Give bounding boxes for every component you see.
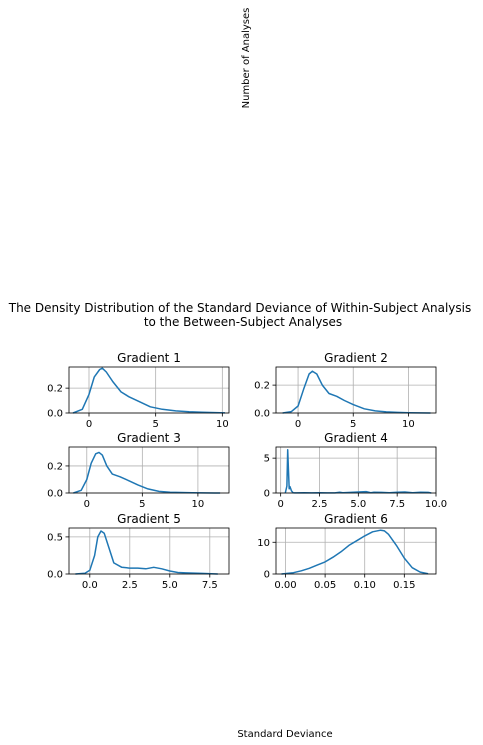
subplot-title: Gradient 3 bbox=[117, 431, 181, 445]
x-tick-label: 0.05 bbox=[314, 580, 336, 591]
subplot-gradient-6: 0.00 0.05 0.10 0.15 0 10 Gradient 6 bbox=[257, 512, 437, 591]
x-tick-label: 7.5 bbox=[389, 499, 405, 510]
subplot-gradient-4: 0 2.5 5.0 7.5 10.0 0 5 Gradient 4 bbox=[264, 431, 448, 510]
x-tick-label: 0.00 bbox=[274, 580, 296, 591]
y-tick-label: 0.2 bbox=[254, 381, 270, 392]
figure-xlabel: Standard Deviance bbox=[237, 729, 332, 740]
subplot-title: Gradient 4 bbox=[324, 431, 388, 445]
y-tick-label: 0.5 bbox=[47, 532, 63, 543]
density-line bbox=[284, 449, 432, 494]
subplot-title: Gradient 6 bbox=[324, 512, 388, 526]
x-tick-label: 10 bbox=[216, 419, 229, 430]
x-tick-label: 5.0 bbox=[162, 580, 178, 591]
subplot-gradient-5: 0.0 2.5 5.0 7.5 0.0 0.5 Gradient 5 bbox=[47, 512, 230, 591]
y-tick-label: 0.2 bbox=[47, 461, 63, 472]
y-tick-label: 10 bbox=[257, 538, 270, 549]
axes-frame bbox=[275, 366, 437, 414]
x-tick-label: 0.0 bbox=[82, 580, 98, 591]
y-tick-label: 0.0 bbox=[254, 409, 270, 420]
x-tick-label: 0 bbox=[86, 419, 92, 430]
axes-frame bbox=[68, 446, 230, 494]
y-tick-label: 0.0 bbox=[47, 409, 63, 420]
x-tick-label: 5 bbox=[139, 499, 145, 510]
x-tick-label: 5 bbox=[152, 419, 158, 430]
subplot-gradient-3: 0 5 10 0.0 0.2 Gradient 3 bbox=[47, 431, 230, 510]
x-tick-label: 10 bbox=[192, 499, 205, 510]
x-tick-label: 2.5 bbox=[122, 580, 138, 591]
figure-title-line1: The Density Distribution of the Standard… bbox=[8, 301, 472, 315]
figure-ylabel: Number of Analyses bbox=[241, 8, 252, 109]
x-tick-label: 0.15 bbox=[393, 580, 415, 591]
x-tick-label: 0 bbox=[295, 419, 301, 430]
y-tick-label: 0.0 bbox=[47, 570, 63, 581]
y-tick-label: 0 bbox=[264, 489, 270, 500]
axes-frame bbox=[68, 366, 230, 414]
y-tick-label: 0 bbox=[264, 570, 270, 581]
axes-frame bbox=[275, 527, 437, 575]
axes-frame bbox=[68, 527, 230, 575]
x-tick-label: 10 bbox=[402, 419, 415, 430]
x-tick-label: 10.0 bbox=[425, 499, 447, 510]
density-line bbox=[72, 367, 226, 414]
subplot-title: Gradient 5 bbox=[117, 512, 181, 526]
x-tick-label: 0 bbox=[277, 499, 283, 510]
density-line bbox=[281, 529, 429, 575]
subplot-gradient-1: 0 5 10 0.0 0.2 Gradient 1 bbox=[47, 351, 230, 430]
y-tick-label: 0.2 bbox=[47, 384, 63, 395]
x-tick-label: 0.10 bbox=[354, 580, 376, 591]
x-tick-label: 0 bbox=[84, 499, 90, 510]
subplot-title: Gradient 2 bbox=[324, 351, 388, 365]
y-tick-label: 0.0 bbox=[47, 489, 63, 500]
x-tick-label: 5.0 bbox=[350, 499, 366, 510]
x-tick-label: 5 bbox=[350, 419, 356, 430]
y-tick-label: 5 bbox=[264, 454, 270, 465]
subplot-title: Gradient 1 bbox=[117, 351, 181, 365]
axes-frame bbox=[275, 446, 437, 494]
density-line bbox=[75, 530, 218, 575]
figure-title-line2: to the Between-Subject Analyses bbox=[144, 315, 342, 329]
x-tick-label: 7.5 bbox=[202, 580, 218, 591]
subplot-gradient-2: 0 5 10 0.0 0.2 Gradient 2 bbox=[254, 351, 437, 430]
x-tick-label: 2.5 bbox=[312, 499, 328, 510]
density-line bbox=[282, 370, 431, 414]
